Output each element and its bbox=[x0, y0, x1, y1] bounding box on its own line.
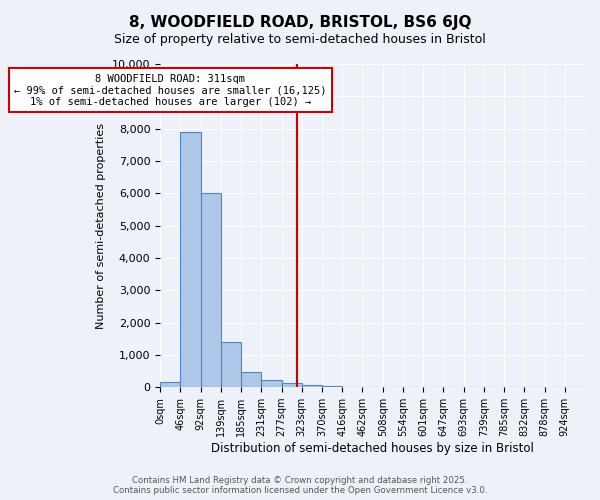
Bar bbox=[181, 132, 200, 387]
Bar bbox=[221, 342, 241, 387]
Text: Size of property relative to semi-detached houses in Bristol: Size of property relative to semi-detach… bbox=[114, 32, 486, 46]
Bar bbox=[160, 382, 181, 387]
Bar bbox=[302, 384, 322, 387]
Bar bbox=[241, 372, 262, 387]
Bar bbox=[262, 380, 281, 387]
Bar bbox=[322, 386, 342, 387]
Text: 8 WOODFIELD ROAD: 311sqm
← 99% of semi-detached houses are smaller (16,125)
1% o: 8 WOODFIELD ROAD: 311sqm ← 99% of semi-d… bbox=[14, 74, 326, 107]
Text: 8, WOODFIELD ROAD, BRISTOL, BS6 6JQ: 8, WOODFIELD ROAD, BRISTOL, BS6 6JQ bbox=[129, 15, 471, 30]
X-axis label: Distribution of semi-detached houses by size in Bristol: Distribution of semi-detached houses by … bbox=[211, 442, 534, 455]
Y-axis label: Number of semi-detached properties: Number of semi-detached properties bbox=[97, 122, 106, 328]
Text: Contains HM Land Registry data © Crown copyright and database right 2025.
Contai: Contains HM Land Registry data © Crown c… bbox=[113, 476, 487, 495]
Bar bbox=[200, 194, 221, 387]
Bar bbox=[281, 384, 302, 387]
